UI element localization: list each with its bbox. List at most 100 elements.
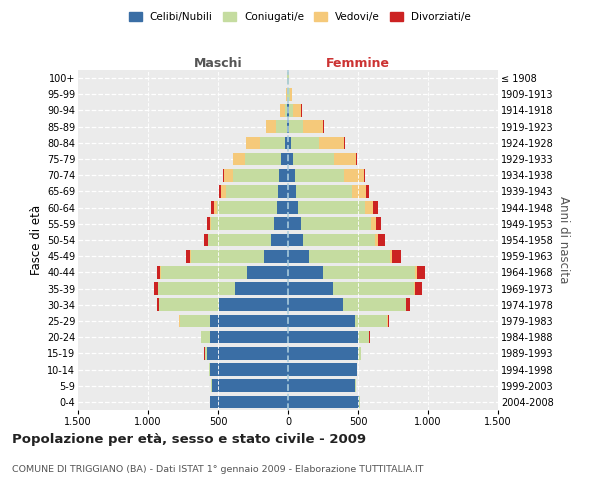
Bar <box>158 282 235 295</box>
Bar <box>376 218 381 230</box>
Bar <box>288 136 291 149</box>
Bar <box>224 169 233 181</box>
Bar <box>288 152 293 166</box>
Bar <box>233 169 279 181</box>
Bar <box>392 250 401 262</box>
Bar <box>364 169 365 181</box>
Legend: Celibi/Nubili, Coniugati/e, Vedovi/e, Divorziati/e: Celibi/Nubili, Coniugati/e, Vedovi/e, Di… <box>125 8 475 26</box>
Bar <box>157 298 159 311</box>
Bar <box>358 347 361 360</box>
Bar <box>298 202 365 214</box>
Bar <box>211 396 288 408</box>
Bar <box>379 234 385 246</box>
Bar <box>288 363 356 376</box>
Bar <box>214 202 217 214</box>
Bar <box>288 266 323 278</box>
Bar <box>288 169 295 181</box>
Bar <box>289 120 304 133</box>
Bar <box>161 266 247 278</box>
Bar <box>358 331 369 344</box>
Bar <box>288 380 355 392</box>
Bar <box>356 152 357 166</box>
Text: Femmine: Femmine <box>326 57 390 70</box>
Bar <box>247 266 288 278</box>
Bar <box>201 331 211 344</box>
Bar <box>371 218 376 230</box>
Bar <box>211 314 288 328</box>
Y-axis label: Anni di nascita: Anni di nascita <box>557 196 570 284</box>
Bar <box>288 218 301 230</box>
Bar <box>288 396 359 408</box>
Bar <box>417 266 425 278</box>
Bar <box>343 298 406 311</box>
Bar <box>309 250 390 262</box>
Bar <box>356 363 358 376</box>
Bar <box>415 282 422 295</box>
Bar <box>221 185 226 198</box>
Bar <box>288 331 358 344</box>
Bar <box>288 347 358 360</box>
Bar <box>219 185 221 198</box>
Bar <box>289 104 293 117</box>
Bar <box>304 234 375 246</box>
Bar <box>191 250 263 262</box>
Bar <box>288 314 355 328</box>
Bar <box>355 314 388 328</box>
Y-axis label: Fasce di età: Fasce di età <box>29 205 43 275</box>
Bar <box>288 104 289 117</box>
Bar <box>406 298 410 311</box>
Bar <box>301 218 371 230</box>
Bar <box>293 104 301 117</box>
Bar <box>288 282 333 295</box>
Bar <box>205 234 208 246</box>
Bar <box>287 104 288 117</box>
Bar <box>207 218 209 230</box>
Bar <box>211 380 212 392</box>
Bar <box>373 202 377 214</box>
Bar <box>276 120 287 133</box>
Bar <box>159 298 220 311</box>
Bar <box>157 266 160 278</box>
Bar <box>375 234 379 246</box>
Bar <box>415 266 417 278</box>
Bar <box>390 250 392 262</box>
Bar <box>190 250 191 262</box>
Bar <box>288 234 304 246</box>
Bar <box>352 185 367 198</box>
Text: Popolazione per età, sesso e stato civile - 2009: Popolazione per età, sesso e stato civil… <box>12 432 366 446</box>
Bar <box>291 136 319 149</box>
Bar <box>263 250 288 262</box>
Bar <box>367 185 368 198</box>
Bar <box>211 218 274 230</box>
Bar <box>289 88 290 101</box>
Bar <box>281 152 288 166</box>
Bar <box>333 282 414 295</box>
Bar <box>288 298 343 311</box>
Bar <box>288 250 309 262</box>
Bar <box>246 136 260 149</box>
Bar <box>323 266 415 278</box>
Bar <box>365 202 373 214</box>
Bar <box>287 120 288 133</box>
Bar <box>293 152 334 166</box>
Bar <box>211 202 214 214</box>
Bar <box>186 250 190 262</box>
Bar <box>207 347 288 360</box>
Bar <box>179 314 211 328</box>
Bar <box>209 218 211 230</box>
Bar <box>217 202 277 214</box>
Bar <box>286 88 287 101</box>
Bar <box>344 169 364 181</box>
Bar <box>271 234 288 246</box>
Text: COMUNE DI TRIGGIANO (BA) - Dati ISTAT 1° gennaio 2009 - Elaborazione TUTTITALIA.: COMUNE DI TRIGGIANO (BA) - Dati ISTAT 1°… <box>12 465 424 474</box>
Bar <box>279 169 288 181</box>
Bar <box>319 136 344 149</box>
Bar <box>334 152 356 166</box>
Bar <box>274 218 288 230</box>
Bar <box>205 347 207 360</box>
Bar <box>260 136 284 149</box>
Bar <box>295 169 344 181</box>
Bar <box>290 88 292 101</box>
Bar <box>266 120 276 133</box>
Bar <box>226 185 278 198</box>
